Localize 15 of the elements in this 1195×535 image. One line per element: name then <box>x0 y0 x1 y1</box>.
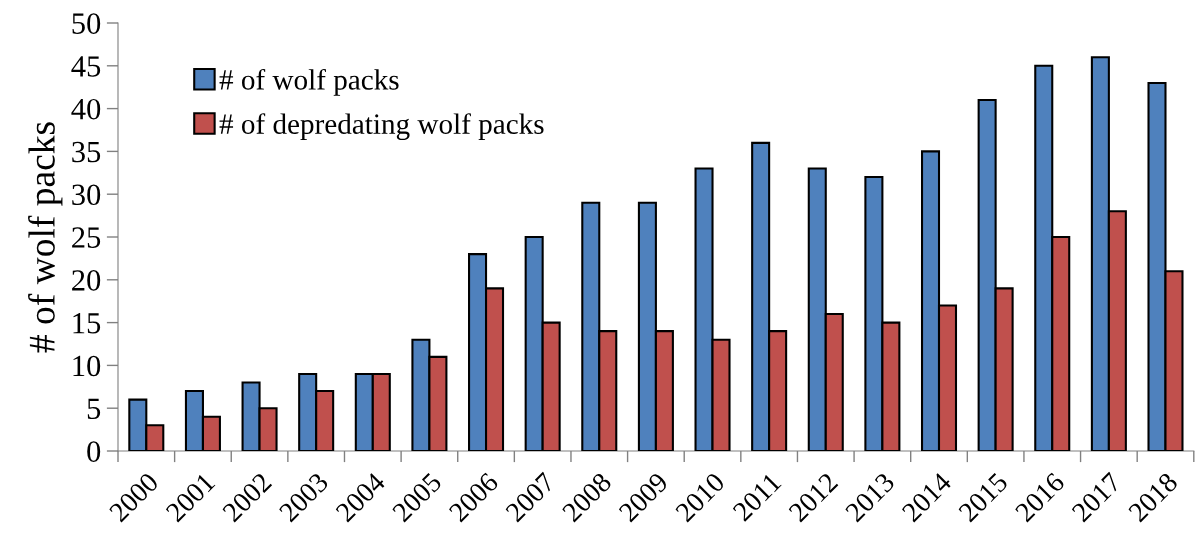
y-axis-title: # of wolf packs <box>28 122 63 353</box>
legend-label: # of depredating wolf packs <box>219 113 544 140</box>
legend-label: # of wolf packs <box>219 68 399 96</box>
y-tick-label: 10 <box>73 355 101 377</box>
y-tick-label: 40 <box>71 98 101 120</box>
y-tick-label: 30 <box>72 184 101 206</box>
x-tick-label: 2011 <box>732 472 782 522</box>
y-tick-label: 45 <box>71 56 101 77</box>
y-tick-label: 50 <box>72 13 101 34</box>
y-tick-label: 0 <box>87 441 101 462</box>
y-tick-label: 5 <box>87 398 101 420</box>
y-tick-label: 15 <box>73 313 101 334</box>
y-tick-label: 35 <box>72 141 101 163</box>
y-tick-label: 25 <box>72 227 101 248</box>
y-tick-label: 20 <box>72 270 101 291</box>
